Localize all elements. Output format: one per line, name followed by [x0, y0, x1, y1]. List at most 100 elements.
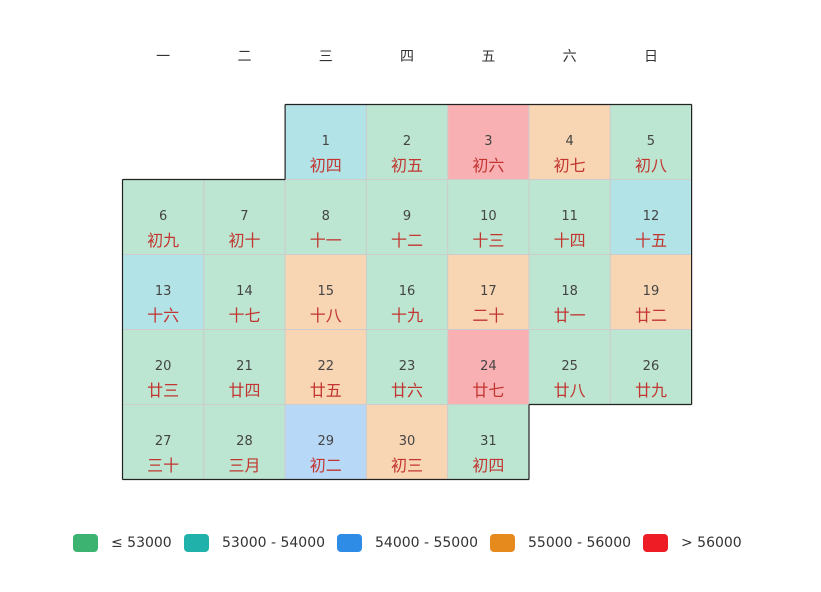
day-cell-bg — [365, 329, 449, 405]
day-number: 3 — [484, 134, 492, 149]
calendar-day-cell[interactable]: 12 十五 — [609, 179, 693, 255]
calendar-day-cell[interactable]: 18 廿一 — [528, 254, 611, 330]
calendar-day-cell[interactable]: 27 三十 — [122, 404, 205, 480]
day-number: 21 — [236, 359, 253, 374]
calendar-day-cell[interactable]: 1 初四 — [284, 104, 367, 180]
calendar-day-cell[interactable]: 28 三月 — [203, 404, 286, 480]
day-number: 24 — [480, 359, 497, 374]
weekday-label: 一 — [156, 49, 170, 65]
day-number: 11 — [561, 209, 578, 224]
calendar-grid: 1初四2初五3初六4初七5初八6初九7初十8十一9十二10十三11十四12十五1… — [122, 104, 693, 480]
calendar-day-cell[interactable]: 22 廿五 — [284, 329, 367, 405]
day-number: 22 — [317, 359, 334, 374]
calendar-day-cell[interactable]: 20 廿三 — [122, 329, 205, 405]
calendar-day-cell[interactable]: 13 十六 — [122, 254, 205, 330]
weekday-header-row: 一二三四五六日 — [156, 49, 658, 65]
legend-swatch — [73, 534, 98, 552]
day-cell-bg — [203, 329, 286, 405]
lunar-date: 十一 — [310, 231, 342, 250]
legend-item[interactable]: ≤ 53000 — [73, 534, 172, 552]
lunar-date: 廿一 — [554, 306, 586, 325]
lunar-date: 廿二 — [635, 306, 667, 325]
day-number: 4 — [566, 134, 574, 149]
legend-item[interactable]: 53000 - 54000 — [184, 534, 325, 552]
day-number: 2 — [403, 134, 411, 149]
calendar-day-cell[interactable]: 19 廿二 — [609, 254, 693, 330]
calendar-day-cell[interactable]: 10 十三 — [447, 179, 530, 255]
day-number: 8 — [322, 209, 330, 224]
day-number: 27 — [155, 434, 172, 449]
day-number: 31 — [480, 434, 497, 449]
legend-label: ≤ 53000 — [111, 535, 172, 551]
calendar-day-cell[interactable]: 4 初七 — [528, 104, 611, 180]
day-cell-bg — [284, 104, 367, 180]
calendar-day-cell[interactable]: 24 廿七 — [447, 329, 530, 405]
lunar-date: 初十 — [228, 231, 260, 250]
day-number: 13 — [155, 284, 172, 299]
lunar-date: 初五 — [391, 156, 423, 175]
calendar-day-cell[interactable]: 8 十一 — [284, 179, 367, 255]
lunar-date: 十九 — [391, 306, 423, 325]
lunar-date: 十八 — [310, 306, 342, 325]
legend-label: 53000 - 54000 — [222, 535, 325, 551]
day-cell-bg — [447, 179, 530, 255]
calendar-day-cell[interactable]: 2 初五 — [365, 104, 449, 180]
day-number: 9 — [403, 209, 411, 224]
day-cell-bg — [122, 179, 205, 255]
calendar-day-cell[interactable]: 3 初六 — [447, 104, 530, 180]
calendar-day-cell[interactable]: 16 十九 — [365, 254, 449, 330]
legend-swatch — [337, 534, 362, 552]
lunar-date: 初六 — [472, 156, 504, 175]
calendar-day-cell[interactable]: 30 初三 — [365, 404, 449, 480]
calendar-day-cell[interactable]: 14 十七 — [203, 254, 286, 330]
legend-item[interactable]: > 56000 — [643, 534, 742, 552]
day-number: 6 — [159, 209, 167, 224]
day-cell-bg — [122, 254, 205, 330]
day-number: 12 — [643, 209, 660, 224]
weekday-label: 四 — [400, 49, 414, 65]
calendar-day-cell[interactable]: 11 十四 — [528, 179, 611, 255]
day-cell-bg — [609, 179, 693, 255]
lunar-date: 初三 — [391, 456, 423, 475]
calendar-day-cell[interactable]: 5 初八 — [609, 104, 693, 180]
calendar-day-cell[interactable]: 17 二十 — [447, 254, 530, 330]
day-number: 17 — [480, 284, 497, 299]
day-number: 28 — [236, 434, 253, 449]
day-cell-bg — [528, 254, 611, 330]
day-number: 7 — [240, 209, 248, 224]
legend: ≤ 53000 53000 - 54000 54000 - 55000 55000 -… — [73, 534, 742, 552]
lunar-date: 初九 — [147, 231, 179, 250]
calendar-day-cell[interactable]: 6 初九 — [122, 179, 205, 255]
calendar-day-cell[interactable]: 9 十二 — [365, 179, 449, 255]
calendar-day-cell[interactable]: 15 十八 — [284, 254, 367, 330]
legend-label: 54000 - 55000 — [375, 535, 478, 551]
day-number: 30 — [399, 434, 416, 449]
calendar-day-cell[interactable]: 7 初十 — [203, 179, 286, 255]
weekday-label: 五 — [481, 49, 495, 65]
day-number: 1 — [322, 134, 330, 149]
calendar-day-cell[interactable]: 29 初二 — [284, 404, 367, 480]
day-cell-bg — [609, 104, 693, 180]
legend-item[interactable]: 55000 - 56000 — [490, 534, 631, 552]
day-cell-bg — [122, 404, 205, 480]
calendar-day-cell[interactable]: 31 初四 — [447, 404, 530, 480]
calendar-day-cell[interactable]: 26 廿九 — [609, 329, 693, 405]
weekday-label: 三 — [319, 49, 333, 65]
legend-item[interactable]: 54000 - 55000 — [337, 534, 478, 552]
calendar-day-cell[interactable]: 21 廿四 — [203, 329, 286, 405]
day-number: 10 — [480, 209, 497, 224]
day-cell-bg — [203, 254, 286, 330]
day-number: 18 — [561, 284, 578, 299]
lunar-date: 廿七 — [472, 381, 504, 400]
day-number: 20 — [155, 359, 172, 374]
lunar-date: 廿五 — [310, 381, 342, 400]
day-cell-bg — [528, 104, 611, 180]
lunar-date: 十二 — [391, 231, 423, 250]
lunar-date: 廿九 — [635, 381, 667, 400]
legend-label: 55000 - 56000 — [528, 535, 631, 551]
lunar-date: 初四 — [310, 156, 342, 175]
calendar-day-cell[interactable]: 25 廿八 — [528, 329, 611, 405]
calendar-day-cell[interactable]: 23 廿六 — [365, 329, 449, 405]
